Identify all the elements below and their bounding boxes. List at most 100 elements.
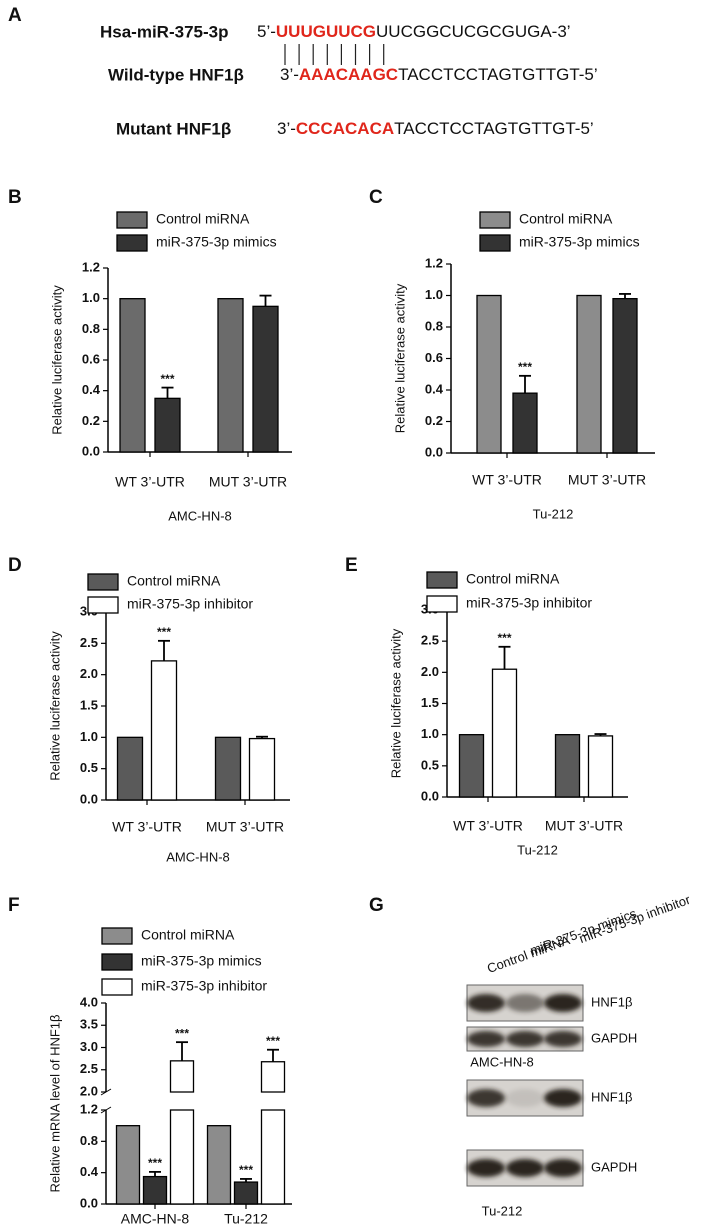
y-tick-label: 0.0 [421, 788, 439, 803]
bar [476, 294, 502, 454]
y-tick-label: 0.2 [425, 413, 443, 428]
legend-swatch [87, 596, 119, 614]
bar [458, 734, 485, 798]
significance-label: *** [175, 1026, 189, 1040]
error-bar [240, 1178, 252, 1183]
blot-band [506, 1089, 544, 1107]
panel-label: D [8, 555, 22, 576]
y-tick-label: 2.0 [80, 1083, 98, 1098]
bar [260, 1109, 286, 1205]
panel-label: E [345, 555, 358, 576]
sequence-prefix: 3’- [280, 65, 299, 84]
y-tick-label: 2.5 [80, 1061, 98, 1076]
sequence: 3’-CCCACACATACCTCCTAGTGTTGT-5’ [277, 119, 594, 138]
sequence-name: Wild-type HNF1β [108, 65, 244, 84]
bar [115, 1125, 141, 1205]
legend-label: miR-375-3p mimics [141, 953, 262, 969]
y-tick-label: 1.0 [421, 726, 439, 741]
error-bar [267, 1048, 279, 1062]
y-tick-label: 0.4 [80, 1164, 99, 1179]
x-tick-label: WT 3’-UTR [115, 474, 185, 490]
band-label: GAPDH [591, 1159, 637, 1174]
legend-label: Control miRNA [127, 573, 221, 589]
legend-label: Control miRNA [519, 211, 613, 227]
y-tick-label: 4.0 [80, 994, 98, 1009]
seed-region: UUUGUUCG [276, 22, 376, 41]
y-tick-label: 0.0 [82, 443, 100, 458]
y-tick-label: 0.4 [82, 382, 101, 397]
blot-band [506, 1031, 544, 1047]
sequence: 3’-AAACAAGCTACCTCCTAGTGTTGT-5’ [280, 65, 598, 84]
y-axis-label: Relative luciferase activity [388, 628, 403, 778]
sequence-name: Mutant HNF1β [116, 119, 231, 138]
bar [491, 668, 518, 798]
y-tick-label: 0.5 [421, 757, 439, 772]
x-axis-label: Tu-212 [517, 842, 558, 857]
cell-line-label: AMC-HN-8 [470, 1054, 534, 1069]
y-tick-label: 0.0 [425, 444, 443, 459]
y-axis-label: Relative mRNA level of HNF1β [47, 1015, 62, 1193]
blot-band [544, 1089, 582, 1107]
bar [119, 298, 146, 453]
y-tick-label: 2.0 [80, 666, 98, 681]
legend-swatch [479, 234, 511, 252]
y-tick-label: 0.4 [425, 381, 444, 396]
legend-swatch [479, 211, 511, 229]
error-bar [519, 374, 531, 394]
y-tick-label: 0.8 [80, 1133, 98, 1148]
y-tick-label: 0.8 [425, 318, 443, 333]
blot-band [544, 1159, 582, 1177]
legend-swatch [101, 978, 133, 996]
y-tick-label: 0.0 [80, 1195, 98, 1210]
y-tick-label: 0.6 [425, 350, 443, 365]
legend-label: Control miRNA [466, 571, 560, 587]
sequence-prefix: 3’- [277, 119, 296, 138]
blot-band [467, 1031, 505, 1047]
x-tick-label: MUT 3’-UTR [206, 819, 284, 835]
seed-region: AAACAAGC [299, 65, 398, 84]
bar [150, 660, 178, 801]
base-pairing [284, 44, 385, 65]
legend-label: miR-375-3p inhibitor [127, 596, 253, 612]
x-tick-label: WT 3’-UTR [472, 472, 542, 488]
bar [206, 1125, 232, 1205]
significance-label: *** [518, 360, 532, 374]
sequence-rest: UUCGGCUCGCGUGA-3’ [376, 22, 571, 41]
y-tick-label: 0.2 [82, 413, 100, 428]
y-tick-label: 1.0 [82, 290, 100, 305]
bar [512, 392, 538, 454]
legend-label: Control miRNA [141, 927, 235, 943]
bar [554, 734, 581, 798]
x-tick-label: MUT 3’-UTR [209, 474, 287, 490]
x-tick-label: Tu-212 [224, 1211, 268, 1227]
panel-label: C [369, 187, 383, 208]
y-tick-label: 1.5 [421, 695, 439, 710]
band-label: HNF1β [591, 994, 632, 1009]
legend-swatch [116, 211, 148, 229]
y-axis-label: Relative luciferase activity [47, 631, 62, 781]
blot-band [506, 1159, 544, 1177]
error-bar [498, 645, 511, 670]
x-tick-label: AMC-HN-8 [121, 1211, 190, 1227]
bar [587, 735, 614, 798]
blot-band [467, 1159, 505, 1177]
y-tick-label: 1.5 [80, 697, 98, 712]
sequence-prefix: 5’- [257, 22, 276, 41]
legend-label: Control miRNA [156, 211, 250, 227]
significance-label: *** [148, 1156, 162, 1170]
error-bar [259, 294, 272, 307]
x-tick-label: MUT 3’-UTR [545, 818, 623, 834]
bar [142, 1175, 168, 1205]
blot-band [467, 1089, 505, 1107]
error-bar [161, 386, 174, 399]
error-bar [594, 733, 607, 736]
x-axis-label: AMC-HN-8 [166, 849, 230, 864]
panel-label: A [8, 5, 22, 26]
y-tick-label: 0.0 [80, 791, 98, 806]
y-axis-label: Relative luciferase activity [49, 285, 64, 435]
bar [233, 1181, 259, 1205]
legend-label: miR-375-3p inhibitor [141, 978, 267, 994]
error-bar [619, 293, 631, 299]
blot-band [544, 1031, 582, 1047]
